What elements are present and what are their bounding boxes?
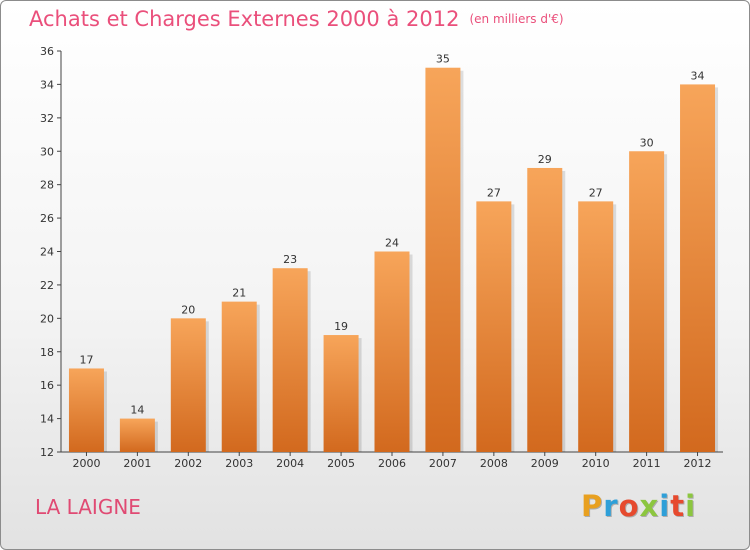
bar [425, 67, 461, 452]
y-tick-label: 22 [40, 279, 54, 292]
data-label: 27 [487, 186, 501, 199]
y-tick-label: 24 [40, 246, 54, 259]
data-label: 21 [232, 287, 246, 300]
x-tick-label: 2009 [531, 457, 559, 470]
bar [221, 301, 257, 452]
bar [527, 167, 563, 453]
data-label: 24 [385, 237, 399, 250]
data-label: 34 [691, 69, 705, 82]
data-label: 17 [79, 353, 93, 366]
x-tick-label: 2002 [174, 457, 202, 470]
proxiti-logo: Proxiti [581, 489, 696, 523]
data-label: 14 [130, 404, 144, 417]
bar [323, 335, 359, 452]
x-tick-label: 2004 [276, 457, 304, 470]
y-tick-label: 32 [40, 112, 54, 125]
y-tick-label: 26 [40, 212, 54, 225]
y-tick-label: 12 [40, 446, 54, 459]
logo-letter: P [581, 489, 604, 523]
y-tick-label: 14 [40, 413, 54, 426]
title-text: Achats et Charges Externes 2000 à 2012 [29, 7, 460, 31]
x-tick-label: 2007 [429, 457, 457, 470]
title-unit: (en milliers d'€) [469, 12, 564, 26]
y-tick-label: 34 [40, 78, 54, 91]
y-tick-label: 30 [40, 145, 54, 158]
data-label: 27 [589, 186, 603, 199]
bar [578, 201, 614, 452]
bar [68, 368, 104, 452]
x-tick-label: 2000 [72, 457, 100, 470]
plot-area: 12 14 16 18 20 22 24 26 28 30 32 34 36 17 2000 14 2001 20… [40, 45, 723, 470]
data-label: 30 [640, 136, 654, 149]
x-tick-label: 2005 [327, 457, 355, 470]
data-label: 35 [436, 53, 450, 66]
y-tick-label: 20 [40, 312, 54, 325]
x-tick-label: 2012 [684, 457, 712, 470]
logo-letter: r [603, 489, 619, 523]
y-tick-label: 18 [40, 346, 54, 359]
logo-letter: t [670, 489, 686, 523]
bar [272, 268, 308, 452]
y-tick-label: 16 [40, 379, 54, 392]
data-label: 20 [181, 303, 195, 316]
data-label: 29 [538, 153, 552, 166]
data-label: 19 [334, 320, 348, 333]
data-label: 23 [283, 253, 297, 266]
x-tick-label: 2010 [582, 457, 610, 470]
logo-letter: x [639, 489, 660, 523]
x-tick-label: 2003 [225, 457, 253, 470]
bar [476, 201, 512, 452]
logo-letter: i [659, 489, 671, 523]
logo-letter: o [618, 489, 640, 523]
bar [119, 418, 155, 452]
x-tick-label: 2011 [633, 457, 661, 470]
bar [170, 318, 206, 452]
logo-letter: i [685, 489, 697, 523]
bar [374, 251, 410, 452]
place-name: LA LAIGNE [35, 495, 141, 519]
x-tick-label: 2008 [480, 457, 508, 470]
y-tick-label: 28 [40, 179, 54, 192]
bar [629, 151, 665, 452]
x-tick-label: 2001 [123, 457, 151, 470]
bar [680, 84, 716, 453]
chart-title: Achats et Charges Externes 2000 à 2012 (e… [29, 7, 564, 31]
y-tick-label: 36 [40, 45, 54, 58]
x-tick-label: 2006 [378, 457, 406, 470]
